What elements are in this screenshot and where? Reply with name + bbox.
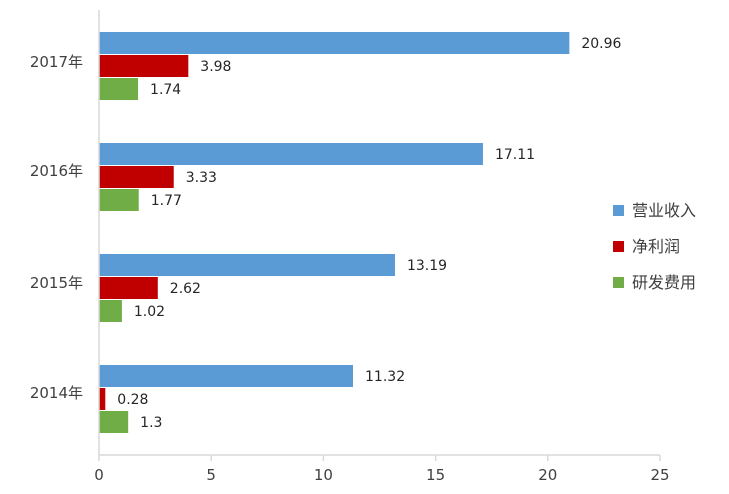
x-tick-label: 15 [426,466,445,484]
category-label: 2017年 [30,53,83,71]
bar-净利润-2014年 [99,388,106,410]
data-label: 17.11 [495,147,535,163]
data-label: 3.98 [200,59,231,75]
bar-研发费用-2015年 [99,300,122,322]
bar-净利润-2015年 [99,277,158,299]
bar-研发费用-2014年 [99,411,129,433]
bar-营业收入-2014年 [99,365,354,387]
x-tick-label: 25 [650,466,669,484]
data-label: 20.96 [581,36,621,52]
bar-净利润-2016年 [99,166,174,188]
bar-营业收入-2016年 [99,143,483,165]
bar-营业收入-2017年 [99,32,570,54]
data-label: 2.62 [170,281,201,297]
data-label: 1.77 [151,193,182,209]
labels-layer: 11.32 0.28 1.3 2014年 13.19 2.62 1.02 2015年 17.11… [30,36,622,431]
legend-swatch [613,205,624,216]
bars-layer [99,32,570,433]
data-label: 0.28 [117,392,148,408]
data-label: 3.33 [186,170,217,186]
data-label: 13.19 [407,258,447,274]
axes-layer: 0 5 10 15 20 25 [94,10,670,484]
legend-swatch [613,241,624,252]
bar-净利润-2017年 [99,55,189,77]
data-label: 1.02 [134,304,165,320]
bar-研发费用-2016年 [99,189,139,211]
x-tick-label: 0 [94,466,104,484]
legend-label: 净利润 [632,237,680,256]
legend-label: 研发费用 [632,273,696,292]
data-label: 1.3 [140,415,162,431]
data-label: 1.74 [150,82,181,98]
category-label: 2015年 [30,274,83,292]
x-tick-label: 10 [314,466,333,484]
bar-研发费用-2017年 [99,78,139,100]
data-label: 11.32 [365,369,405,385]
category-label: 2016年 [30,162,83,180]
x-tick-label: 5 [206,466,216,484]
bar-营业收入-2015年 [99,254,395,276]
x-tick-label: 20 [538,466,557,484]
legend-label: 营业收入 [632,201,696,220]
legend-swatch [613,277,624,288]
category-label: 2014年 [30,384,83,402]
